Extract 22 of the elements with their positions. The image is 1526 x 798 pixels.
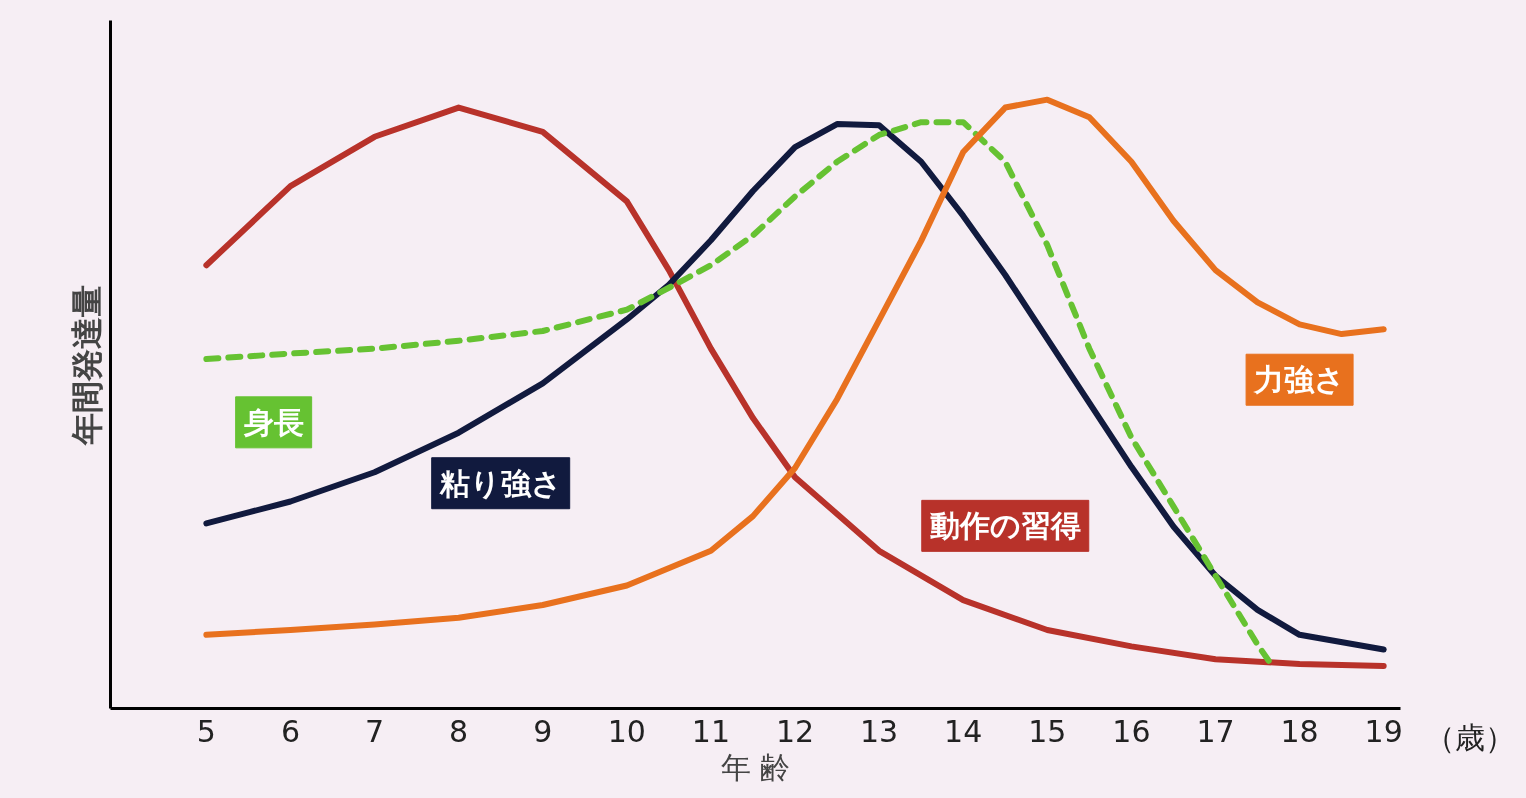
x-tick-label: 9 [533,713,553,749]
x-tick-label: 17 [1196,713,1235,749]
x-tick-label: 16 [1112,713,1151,749]
x-tick-label: 18 [1280,713,1319,749]
series-label: 粘り強さ [438,465,562,501]
x-tick-label: 8 [449,713,469,749]
x-tick-label: 6 [280,713,301,749]
x-tick-label: 5 [196,713,216,749]
x-tick-label: 10 [607,713,646,749]
series-label: 力強さ [1253,362,1346,398]
x-tick-label: 19 [1364,713,1403,749]
text: （歳） [1425,719,1515,757]
series-label: 動作の習得 [929,508,1081,544]
x-tick-label: 15 [1028,713,1067,749]
x-axis-title: 年 齢 [720,749,791,785]
x-tick-label: 11 [691,713,731,749]
series-label: 身長 [242,404,304,440]
x-tick-label: 14 [944,713,983,749]
x-tick-label: 13 [860,713,899,749]
x-tick-label: 7 [365,713,385,749]
x-tick-label: 12 [775,713,815,749]
y-axis-title: 年間発達量 [67,284,106,446]
